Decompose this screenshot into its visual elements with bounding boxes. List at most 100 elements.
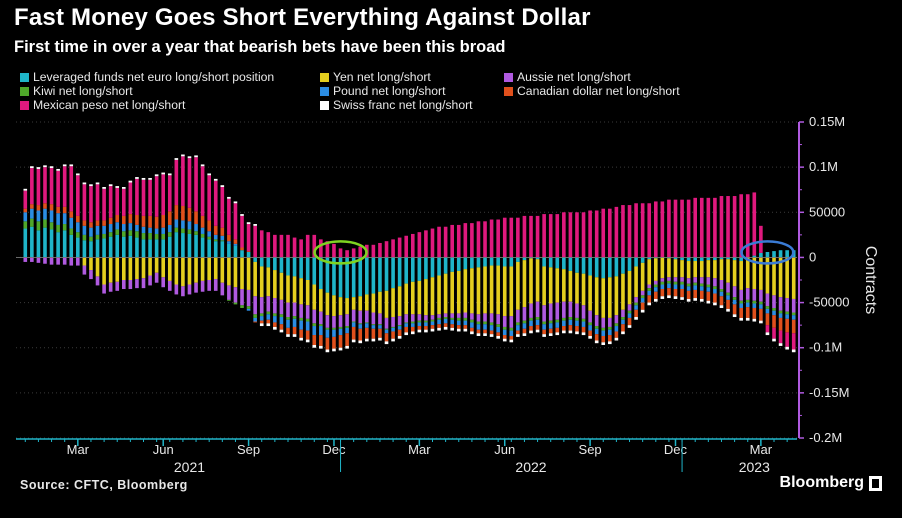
bar-segment xyxy=(128,257,133,280)
bar-segment xyxy=(128,223,133,231)
bar-segment xyxy=(752,192,757,256)
bar-segment xyxy=(489,313,494,323)
bar-segment xyxy=(430,257,435,278)
bar-segment xyxy=(292,318,297,327)
bar-segment xyxy=(259,230,264,258)
bar-segment xyxy=(89,227,93,237)
bar-segment xyxy=(686,199,691,258)
bar-segment xyxy=(305,280,310,306)
bar-segment xyxy=(732,304,737,315)
bar-segment xyxy=(686,286,691,291)
bar-segment xyxy=(791,312,796,316)
bar-segment xyxy=(693,277,697,283)
bar-segment xyxy=(647,288,652,291)
bar-segment xyxy=(108,236,113,258)
bar-segment xyxy=(253,317,257,322)
bar-segment xyxy=(404,326,409,333)
bar-segment xyxy=(476,267,481,315)
legend-swatch xyxy=(320,72,329,82)
bar-segment xyxy=(476,329,481,334)
bar-segment xyxy=(713,286,717,290)
bar-segment xyxy=(759,225,763,253)
bar-segment xyxy=(161,233,166,240)
bar-segment xyxy=(227,234,231,242)
bar-segment xyxy=(634,266,638,298)
bar-segment xyxy=(509,330,514,336)
bar-segment xyxy=(575,212,579,258)
bar-segment xyxy=(397,335,402,339)
bar-segment xyxy=(384,329,389,334)
bar-segment xyxy=(82,234,87,241)
bar-segment xyxy=(332,257,336,296)
bar-segment xyxy=(266,296,271,312)
bar-segment xyxy=(95,225,100,235)
bar-segment xyxy=(667,283,671,289)
bar-segment xyxy=(463,320,468,326)
bar-segment xyxy=(76,173,80,176)
bar-segment xyxy=(246,252,251,258)
bar-segment xyxy=(325,349,330,353)
bar-segment xyxy=(141,177,146,180)
bar-segment xyxy=(522,257,527,261)
bar-segment xyxy=(108,224,113,233)
bar-segment xyxy=(509,257,514,267)
bar-segment xyxy=(148,239,152,258)
bar-segment xyxy=(76,232,80,238)
bar-segment xyxy=(653,258,658,281)
bar-segment xyxy=(273,322,277,327)
bar-segment xyxy=(279,324,284,330)
bar-segment xyxy=(601,342,606,346)
bar-segment xyxy=(338,326,343,329)
bar-segment xyxy=(148,257,152,276)
bar-segment xyxy=(463,317,468,321)
bar-segment xyxy=(680,284,684,290)
bar-segment xyxy=(207,220,211,232)
bar-segment xyxy=(167,211,172,225)
bar-segment xyxy=(240,247,244,251)
bar-segment xyxy=(279,314,284,318)
bar-segment xyxy=(69,166,74,212)
bar-segment xyxy=(36,205,41,211)
legend-swatch xyxy=(20,100,29,110)
bar-segment xyxy=(365,257,369,295)
bar-segment xyxy=(686,290,691,299)
bar-segment xyxy=(562,257,566,270)
bar-segment xyxy=(778,343,783,346)
bar-segment xyxy=(404,322,409,324)
bar-segment xyxy=(699,290,704,299)
bar-segment xyxy=(575,257,579,273)
bar-segment xyxy=(397,329,402,336)
bar-segment xyxy=(36,257,41,263)
bar-segment xyxy=(772,310,776,316)
bar-segment xyxy=(568,330,573,334)
bar-segment xyxy=(575,326,579,332)
highlight-ellipse xyxy=(740,240,795,265)
legend-swatch xyxy=(504,86,513,96)
bar-segment xyxy=(522,323,527,329)
bar-segment xyxy=(292,334,297,337)
bar-segment xyxy=(417,320,422,323)
bar-segment xyxy=(732,297,737,300)
bar-segment xyxy=(706,300,711,304)
bar-segment xyxy=(752,318,757,322)
bar-segment xyxy=(430,228,435,258)
bar-segment xyxy=(588,322,592,326)
legend-label: Pound net long/short xyxy=(333,84,446,98)
bar-segment xyxy=(115,222,120,230)
bar-segment xyxy=(319,257,323,290)
bar-segment xyxy=(174,159,179,206)
bar-segment xyxy=(772,307,776,311)
bar-segment xyxy=(680,199,684,258)
bar-segment xyxy=(121,188,126,216)
bar-segment xyxy=(161,239,166,258)
bar-segment xyxy=(437,275,441,315)
bar-segment xyxy=(135,279,139,289)
bar-segment xyxy=(752,307,757,319)
bar-segment xyxy=(253,321,257,323)
bar-segment xyxy=(253,224,257,226)
bar-segment xyxy=(588,330,592,336)
bar-segment xyxy=(483,257,487,267)
bar-segment xyxy=(194,282,198,293)
bar-segment xyxy=(187,284,192,295)
bar-segment xyxy=(292,276,297,303)
